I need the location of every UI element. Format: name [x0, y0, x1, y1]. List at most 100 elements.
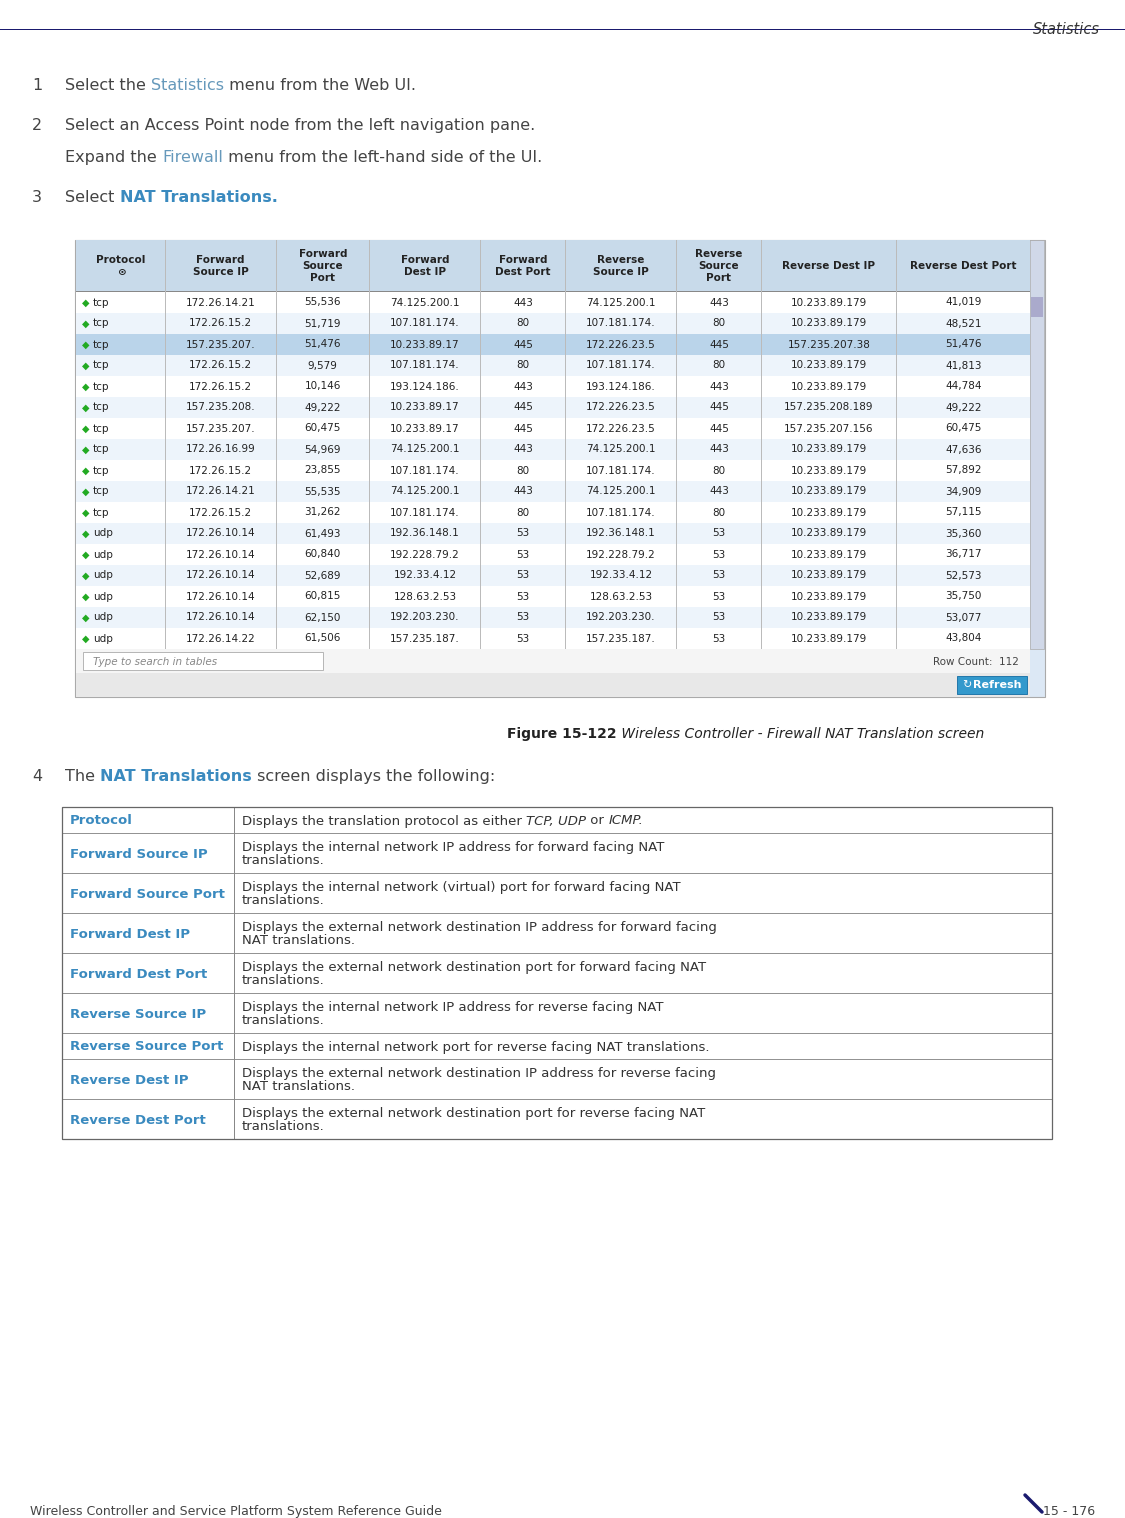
Text: 192.33.4.12: 192.33.4.12 — [590, 571, 652, 580]
Bar — [62, 912, 1052, 953]
Text: 445: 445 — [513, 424, 533, 434]
Text: 10.233.89.179: 10.233.89.179 — [791, 633, 867, 644]
Text: translations.: translations. — [242, 1014, 325, 1028]
Text: 74.125.200.1: 74.125.200.1 — [390, 445, 460, 454]
Text: 51,719: 51,719 — [305, 319, 341, 328]
Text: Forward: Forward — [498, 255, 547, 266]
Text: Protocol: Protocol — [97, 255, 146, 266]
Text: TCP, UDP: TCP, UDP — [526, 815, 586, 827]
Text: 172.26.10.14: 172.26.10.14 — [186, 612, 255, 622]
Text: Reverse Source Port: Reverse Source Port — [70, 1040, 224, 1053]
Text: Displays the internal network (virtual) port for forward facing NAT: Displays the internal network (virtual) … — [242, 880, 681, 894]
Bar — [76, 291, 1030, 313]
Text: 51,476: 51,476 — [945, 340, 982, 349]
Text: 107.181.174.: 107.181.174. — [390, 360, 460, 370]
Text: ICMP.: ICMP. — [609, 815, 643, 827]
Text: 80: 80 — [712, 360, 726, 370]
Text: 31,262: 31,262 — [305, 507, 341, 518]
Text: 80: 80 — [712, 466, 726, 475]
Text: Select an Access Point node from the left navigation pane.: Select an Access Point node from the lef… — [65, 118, 536, 134]
Text: 52,689: 52,689 — [305, 571, 341, 580]
Text: 41,813: 41,813 — [945, 360, 982, 370]
Text: 172.26.10.14: 172.26.10.14 — [186, 528, 255, 539]
Text: tcp: tcp — [93, 402, 109, 413]
Text: Expand the: Expand the — [65, 150, 162, 165]
Text: 192.36.148.1: 192.36.148.1 — [586, 528, 656, 539]
Text: Forward Source Port: Forward Source Port — [70, 888, 225, 900]
Text: 35,360: 35,360 — [945, 528, 982, 539]
Text: Reverse: Reverse — [597, 255, 645, 266]
Text: Reverse Dest IP: Reverse Dest IP — [782, 261, 875, 272]
Bar — [76, 565, 1030, 586]
Text: ◆: ◆ — [82, 402, 90, 413]
Text: 53: 53 — [712, 528, 726, 539]
Text: tcp: tcp — [93, 381, 109, 392]
Text: 192.36.148.1: 192.36.148.1 — [390, 528, 460, 539]
Text: 192.33.4.12: 192.33.4.12 — [394, 571, 457, 580]
Text: 23,855: 23,855 — [305, 466, 341, 475]
Text: translations.: translations. — [242, 894, 325, 908]
Text: 10.233.89.17: 10.233.89.17 — [390, 424, 460, 434]
Text: 74.125.200.1: 74.125.200.1 — [390, 298, 460, 308]
Text: 172.26.10.14: 172.26.10.14 — [186, 592, 255, 601]
Text: ◆: ◆ — [82, 592, 90, 601]
Text: 47,636: 47,636 — [945, 445, 982, 454]
Text: 445: 445 — [709, 424, 729, 434]
Text: tcp: tcp — [93, 424, 109, 434]
Text: 157.235.208.: 157.235.208. — [186, 402, 255, 413]
Text: 74.125.200.1: 74.125.200.1 — [586, 445, 656, 454]
Text: 10.233.89.179: 10.233.89.179 — [791, 528, 867, 539]
Text: 10.233.89.179: 10.233.89.179 — [791, 612, 867, 622]
Text: Select: Select — [65, 190, 119, 205]
Text: 193.124.186.: 193.124.186. — [390, 381, 460, 392]
Text: 172.26.14.21: 172.26.14.21 — [186, 298, 255, 308]
Text: 172.226.23.5: 172.226.23.5 — [586, 424, 656, 434]
Text: 4: 4 — [32, 770, 42, 783]
Text: 128.63.2.53: 128.63.2.53 — [394, 592, 457, 601]
Text: Select the: Select the — [65, 77, 151, 93]
Text: udp: udp — [93, 571, 112, 580]
Text: 445: 445 — [709, 340, 729, 349]
Text: Statistics: Statistics — [151, 77, 224, 93]
Text: Refresh: Refresh — [973, 680, 1022, 691]
Text: 172.26.14.21: 172.26.14.21 — [186, 486, 255, 496]
Bar — [75, 240, 1045, 697]
Text: menu from the Web UI.: menu from the Web UI. — [224, 77, 416, 93]
Text: 61,493: 61,493 — [305, 528, 341, 539]
Text: 10.233.89.179: 10.233.89.179 — [791, 445, 867, 454]
Text: NAT translations.: NAT translations. — [242, 935, 356, 947]
Text: 107.181.174.: 107.181.174. — [586, 507, 656, 518]
Text: translations.: translations. — [242, 1120, 325, 1134]
Text: 172.26.10.14: 172.26.10.14 — [186, 571, 255, 580]
Text: 2: 2 — [32, 118, 42, 134]
Bar — [62, 808, 1052, 833]
Text: 107.181.174.: 107.181.174. — [586, 466, 656, 475]
Text: tcp: tcp — [93, 360, 109, 370]
Text: 193.124.186.: 193.124.186. — [586, 381, 656, 392]
Text: 10.233.89.17: 10.233.89.17 — [390, 402, 460, 413]
Text: ◆: ◆ — [82, 360, 90, 370]
Bar — [76, 650, 1030, 672]
Text: tcp: tcp — [93, 466, 109, 475]
Text: 107.181.174.: 107.181.174. — [390, 507, 460, 518]
Text: 53: 53 — [516, 633, 530, 644]
Text: 51,476: 51,476 — [305, 340, 341, 349]
Text: 443: 443 — [709, 445, 729, 454]
Text: 172.26.15.2: 172.26.15.2 — [189, 381, 252, 392]
Text: tcp: tcp — [93, 298, 109, 308]
Text: 44,784: 44,784 — [945, 381, 982, 392]
Text: ◆: ◆ — [82, 633, 90, 644]
Text: udp: udp — [93, 550, 112, 560]
Text: 80: 80 — [712, 507, 726, 518]
Text: NAT Translations: NAT Translations — [100, 770, 252, 783]
Bar — [76, 543, 1030, 565]
Text: Displays the external network destination IP address for reverse facing: Displays the external network destinatio… — [242, 1067, 716, 1079]
Bar — [62, 873, 1052, 912]
Text: Dest IP: Dest IP — [404, 267, 446, 276]
Text: tcp: tcp — [93, 486, 109, 496]
Text: 74.125.200.1: 74.125.200.1 — [390, 486, 460, 496]
Text: 48,521: 48,521 — [945, 319, 982, 328]
Text: 43,804: 43,804 — [945, 633, 982, 644]
Text: Figure 15-122: Figure 15-122 — [507, 1227, 616, 1242]
Text: udp: udp — [93, 528, 112, 539]
